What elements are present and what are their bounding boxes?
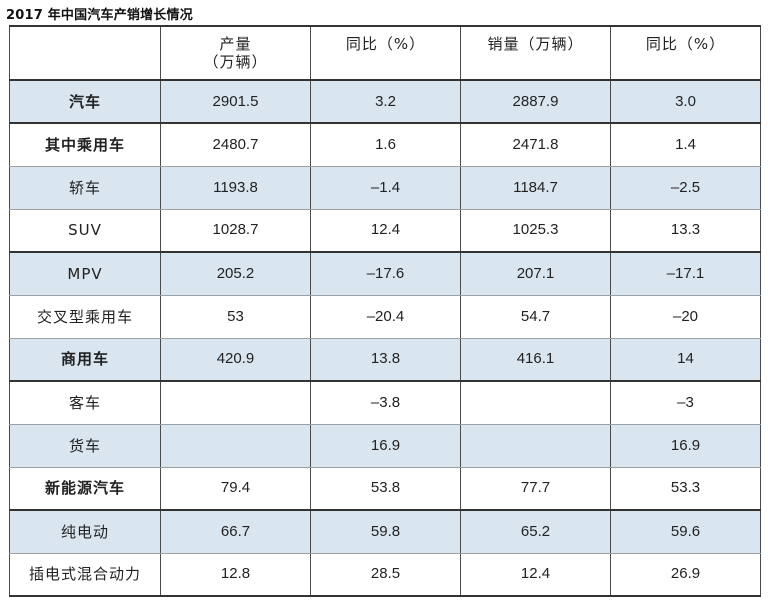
row-label: 客车 <box>9 380 161 425</box>
cell-production: 53 <box>160 294 311 339</box>
table-row: 其中乘用车 2480.7 1.6 2471.8 1.4 <box>9 122 761 167</box>
cell-production: 1028.7 <box>160 208 311 253</box>
cell-sales: 65.2 <box>460 509 611 554</box>
cell-production: 66.7 <box>160 509 311 554</box>
table-row: 轿车 1193.8 –1.4 1184.7 –2.5 <box>9 165 761 210</box>
cell-sales: 2887.9 <box>460 79 611 124</box>
header-production: 产量 （万辆） <box>160 25 311 81</box>
header-production-yoy: 同比（%） <box>310 25 461 81</box>
cell-sales <box>460 423 611 468</box>
row-label: 其中乘用车 <box>9 122 161 167</box>
cell-sales: 54.7 <box>460 294 611 339</box>
header-production-line2: （万辆） <box>203 53 268 71</box>
cell-sales-yoy: 16.9 <box>610 423 761 468</box>
cell-production-yoy: 53.8 <box>310 466 461 511</box>
table-row: 纯电动 66.7 59.8 65.2 59.6 <box>9 509 761 554</box>
cell-sales <box>460 380 611 425</box>
cell-production: 420.9 <box>160 337 311 382</box>
cell-sales-yoy: –20 <box>610 294 761 339</box>
cell-production: 12.8 <box>160 552 311 597</box>
cell-production: 2480.7 <box>160 122 311 167</box>
cell-production-yoy: 28.5 <box>310 552 461 597</box>
cell-sales-yoy: 26.9 <box>610 552 761 597</box>
cell-sales: 207.1 <box>460 251 611 296</box>
cell-production <box>160 423 311 468</box>
cell-sales-yoy: –3 <box>610 380 761 425</box>
cell-production-yoy: –3.8 <box>310 380 461 425</box>
cell-sales: 77.7 <box>460 466 611 511</box>
cell-sales: 416.1 <box>460 337 611 382</box>
row-label: 交叉型乘用车 <box>9 294 161 339</box>
row-label: 商用车 <box>9 337 161 382</box>
cell-production: 2901.5 <box>160 79 311 124</box>
cell-production-yoy: –20.4 <box>310 294 461 339</box>
table-row: MPV 205.2 –17.6 207.1 –17.1 <box>9 251 761 296</box>
cell-sales-yoy: 1.4 <box>610 122 761 167</box>
cell-production-yoy: 13.8 <box>310 337 461 382</box>
table-header-row: 产量 （万辆） 同比（%） 销量（万辆） 同比（%） <box>9 25 761 81</box>
cell-production: 79.4 <box>160 466 311 511</box>
row-label: 新能源汽车 <box>9 466 161 511</box>
cell-sales-yoy: 13.3 <box>610 208 761 253</box>
cell-sales-yoy: 3.0 <box>610 79 761 124</box>
cell-sales: 1184.7 <box>460 165 611 210</box>
row-label: 货车 <box>9 423 161 468</box>
table-title: 2017 年中国汽车产销增长情况 <box>6 8 193 23</box>
table-row: SUV 1028.7 12.4 1025.3 13.3 <box>9 208 761 253</box>
table-row: 插电式混合动力 12.8 28.5 12.4 26.9 <box>9 552 761 597</box>
cell-production-yoy: 12.4 <box>310 208 461 253</box>
row-label: 纯电动 <box>9 509 161 554</box>
cell-sales: 12.4 <box>460 552 611 597</box>
cell-production-yoy: –17.6 <box>310 251 461 296</box>
table-body: 汽车 2901.5 3.2 2887.9 3.0 其中乘用车 2480.7 1.6 2471.8… <box>9 79 761 597</box>
stats-table: 产量 （万辆） 同比（%） 销量（万辆） 同比（%） 汽车 2901.5 3.2 28… <box>9 25 761 597</box>
cell-production-yoy: 3.2 <box>310 79 461 124</box>
row-label: SUV <box>9 208 161 253</box>
table-row: 商用车 420.9 13.8 416.1 14 <box>9 337 761 382</box>
cell-production: 1193.8 <box>160 165 311 210</box>
cell-production-yoy: 1.6 <box>310 122 461 167</box>
cell-sales-yoy: 14 <box>610 337 761 382</box>
cell-production-yoy: 59.8 <box>310 509 461 554</box>
row-label: 汽车 <box>9 79 161 124</box>
header-category <box>9 25 161 81</box>
header-sales-yoy: 同比（%） <box>610 25 761 81</box>
table-row: 汽车 2901.5 3.2 2887.9 3.0 <box>9 79 761 124</box>
table-row: 客车 –3.8 –3 <box>9 380 761 425</box>
table-row: 新能源汽车 79.4 53.8 77.7 53.3 <box>9 466 761 511</box>
cell-production-yoy: 16.9 <box>310 423 461 468</box>
cell-production <box>160 380 311 425</box>
cell-production: 205.2 <box>160 251 311 296</box>
cell-sales: 1025.3 <box>460 208 611 253</box>
cell-sales-yoy: 53.3 <box>610 466 761 511</box>
table-row: 交叉型乘用车 53 –20.4 54.7 –20 <box>9 294 761 339</box>
cell-sales-yoy: –2.5 <box>610 165 761 210</box>
cell-sales: 2471.8 <box>460 122 611 167</box>
row-label: 轿车 <box>9 165 161 210</box>
header-sales: 销量（万辆） <box>460 25 611 81</box>
header-production-line1: 产量 <box>219 35 252 53</box>
cell-sales-yoy: 59.6 <box>610 509 761 554</box>
row-label: 插电式混合动力 <box>9 552 161 597</box>
row-label: MPV <box>9 251 161 296</box>
cell-sales-yoy: –17.1 <box>610 251 761 296</box>
table-row: 货车 16.9 16.9 <box>9 423 761 468</box>
cell-production-yoy: –1.4 <box>310 165 461 210</box>
